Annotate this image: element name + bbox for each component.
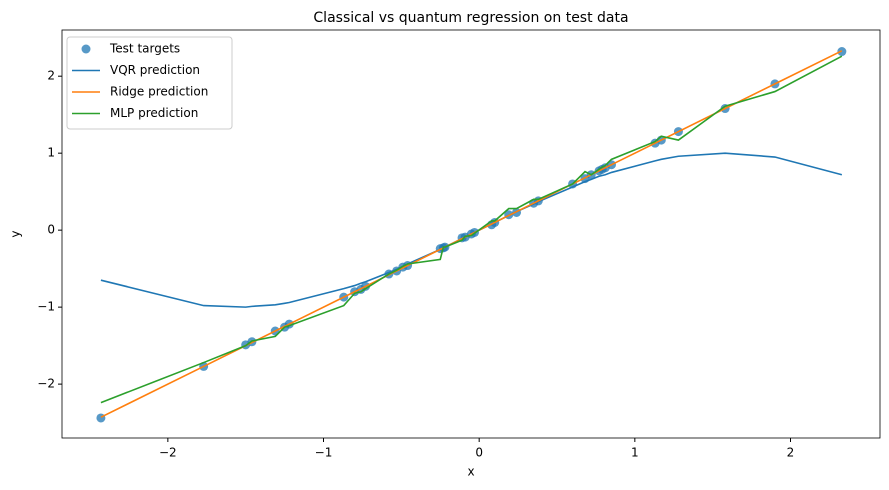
legend-marker (81, 44, 91, 54)
x-axis-label: x (467, 465, 474, 479)
series-line (100, 55, 843, 404)
x-tick-label: 0 (475, 446, 483, 460)
y-tick-label: −1 (37, 300, 55, 314)
y-axis-label: y (9, 230, 23, 237)
x-tick-label: 1 (631, 446, 639, 460)
legend-label: Ridge prediction (110, 85, 208, 99)
y-tick-label: 2 (47, 69, 55, 83)
y-tick-label: −2 (37, 377, 55, 391)
series-line (100, 50, 843, 418)
legend-label: VQR prediction (110, 63, 200, 77)
x-tick-label: −1 (315, 446, 333, 460)
legend-label: Test targets (109, 42, 180, 56)
legend-label: MLP prediction (110, 106, 198, 120)
x-tick-label: 2 (787, 446, 795, 460)
chart-title: Classical vs quantum regression on test … (313, 10, 628, 26)
plot-frame (61, 29, 881, 439)
y-tick-label: 1 (47, 146, 55, 160)
x-tick-label: −2 (159, 446, 177, 460)
y-tick-label: 0 (47, 223, 55, 237)
legend-box (66, 36, 233, 130)
